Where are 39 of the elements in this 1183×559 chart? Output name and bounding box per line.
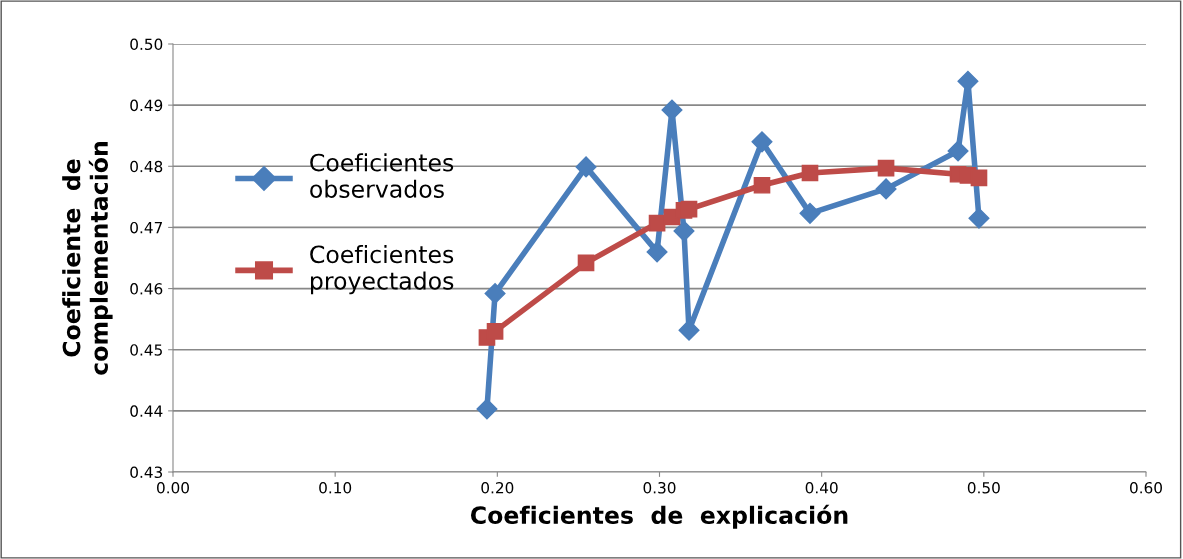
point bbox=[968, 207, 990, 229]
point bbox=[476, 398, 498, 420]
x-tick-label: 0.20 bbox=[481, 481, 514, 494]
point bbox=[678, 319, 700, 341]
point bbox=[673, 220, 695, 242]
y-tick-label: 0.48 bbox=[130, 160, 163, 173]
point bbox=[801, 164, 819, 182]
x-axis-title: Coeficientes de explicación bbox=[470, 504, 848, 529]
y-tick-label: 0.45 bbox=[130, 344, 162, 356]
x-tick-label: 0.10 bbox=[319, 481, 352, 494]
point bbox=[877, 159, 895, 177]
x-tick-label: 0.00 bbox=[157, 481, 189, 494]
legend-label: Coeficientes proyectados bbox=[310, 245, 454, 295]
point bbox=[947, 140, 969, 162]
point bbox=[957, 70, 979, 92]
x-tick-label: 0.30 bbox=[643, 481, 676, 494]
point bbox=[970, 169, 988, 187]
x-tick-label: 0.60 bbox=[1130, 481, 1162, 494]
point bbox=[799, 202, 821, 224]
y-tick-label: 0.43 bbox=[130, 466, 163, 479]
point bbox=[680, 200, 698, 218]
point bbox=[753, 176, 771, 194]
point bbox=[646, 241, 668, 263]
point bbox=[661, 99, 683, 121]
y-axis-title: Coeficiente de complementación bbox=[62, 142, 113, 375]
point bbox=[751, 131, 773, 153]
point bbox=[875, 178, 897, 200]
y-tick-label: 0.47 bbox=[130, 221, 162, 234]
y-tick-label: 0.44 bbox=[130, 405, 163, 417]
x-tick-label: 0.40 bbox=[805, 481, 838, 494]
legend-label: Coeficientes observados bbox=[310, 153, 454, 198]
x-tick-label: 0.50 bbox=[967, 481, 1000, 494]
point bbox=[486, 323, 504, 340]
y-tick-label: 0.46 bbox=[130, 283, 163, 295]
y-tick-label: 0.50 bbox=[130, 38, 163, 51]
point bbox=[575, 156, 597, 178]
point bbox=[484, 282, 506, 304]
point bbox=[577, 254, 595, 272]
y-tick-label: 0.49 bbox=[130, 99, 163, 112]
